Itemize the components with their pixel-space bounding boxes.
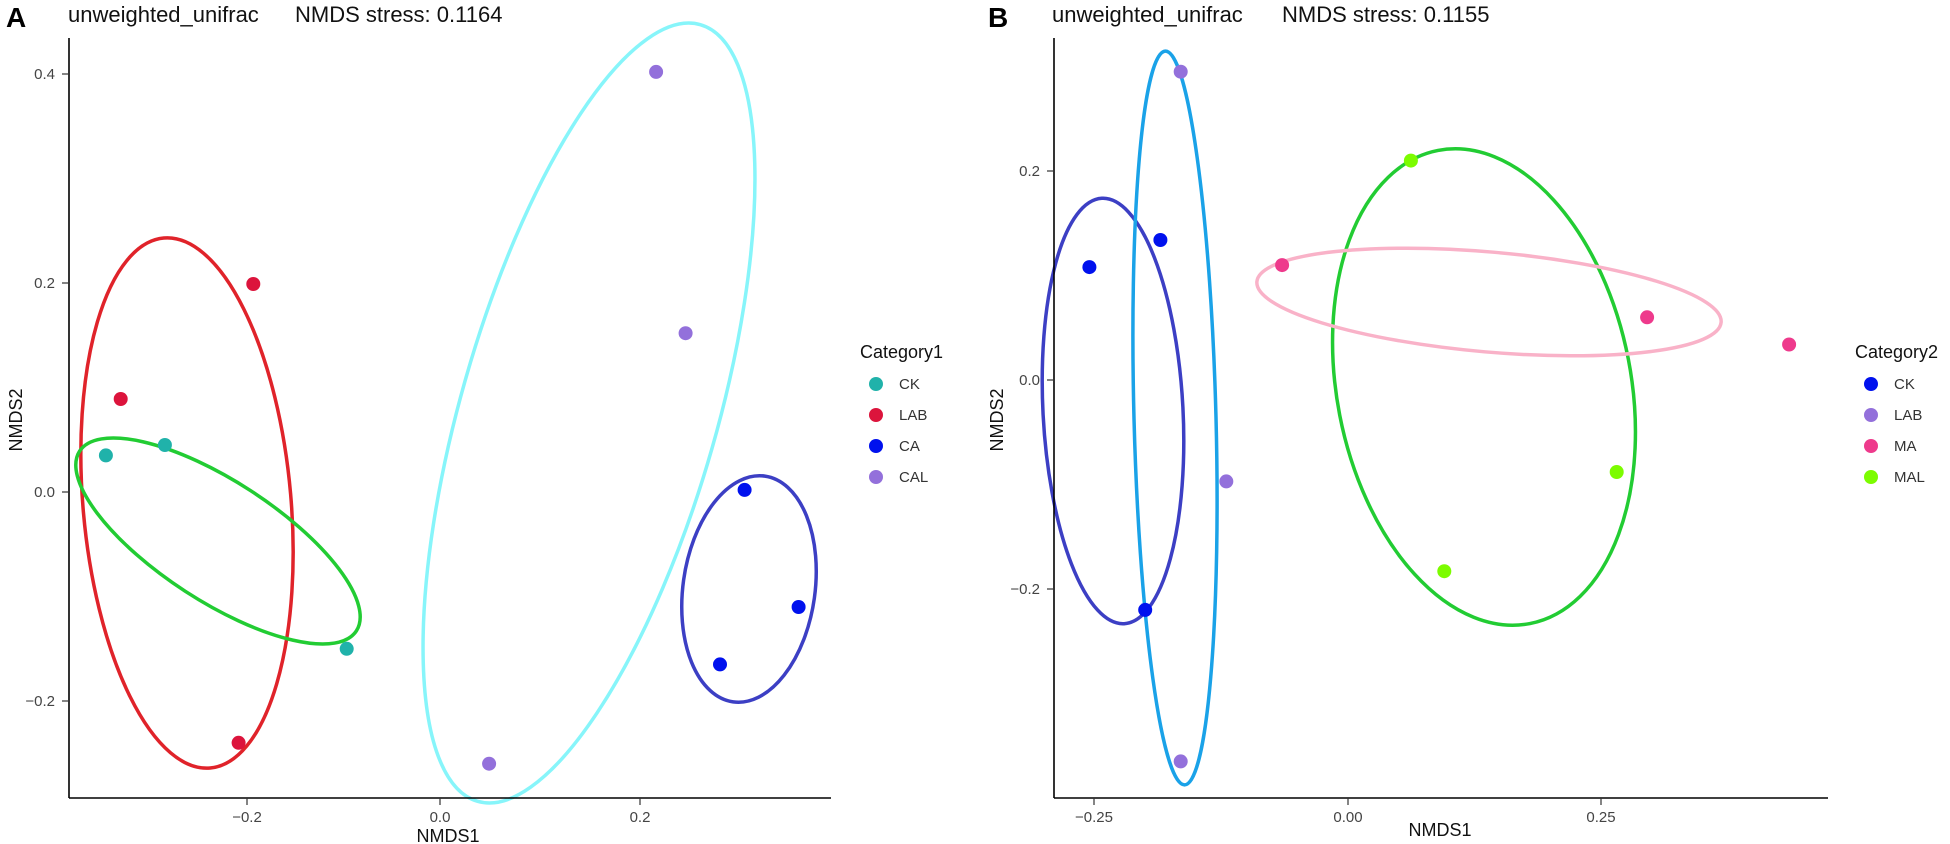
- legend-title: Category1: [860, 342, 943, 362]
- legend-key-mal: [1864, 470, 1878, 484]
- point-cal-3: [482, 756, 497, 771]
- point-ca-2: [791, 600, 806, 614]
- point-ck-3: [339, 641, 354, 656]
- y-tick-label: 0.2: [1019, 163, 1040, 180]
- x-tick-label: 0.2: [630, 809, 651, 826]
- point-ca-1: [737, 482, 752, 497]
- panel-letter-b: B: [988, 2, 1008, 33]
- panel-a-points: [98, 64, 806, 771]
- y-tick-label: 0.0: [34, 484, 55, 501]
- panel-b-x-title: NMDS1: [1408, 820, 1471, 840]
- legend-label-lab: LAB: [1894, 407, 1922, 424]
- point-lab-2: [246, 277, 261, 291]
- point-ca-3: [713, 657, 727, 672]
- panel-a-stress: NMDS stress: 0.1164: [295, 2, 502, 27]
- panel-b-points: [1082, 64, 1797, 769]
- legend-label-lab: LAB: [899, 407, 927, 424]
- point-ma-3: [1782, 337, 1797, 352]
- point-cal-1: [649, 64, 664, 79]
- point-lab-1: [113, 392, 128, 406]
- point-lab-3: [1173, 754, 1188, 769]
- panel-b-legend: Category2 CK LAB MA MAL: [1855, 342, 1938, 486]
- point-ma-2: [1640, 310, 1655, 325]
- x-tick-label: 0.0: [430, 809, 451, 826]
- y-tick-label: 0.0: [1019, 372, 1040, 389]
- point-ma-1: [1275, 258, 1290, 273]
- point-mal-2: [1609, 465, 1624, 479]
- ellipse-ma: [1255, 246, 1723, 358]
- point-ck-3: [1138, 602, 1153, 617]
- legend-key-lab: [1864, 408, 1878, 422]
- point-mal-1: [1403, 153, 1418, 168]
- ellipse-cal: [421, 21, 757, 805]
- ellipse-ca: [679, 473, 819, 705]
- ellipse-lab: [1131, 49, 1219, 787]
- ellipse-mal: [1330, 147, 1638, 627]
- x-tick-label: 0.00: [1333, 809, 1362, 826]
- legend-label-ma: MA: [1894, 438, 1917, 455]
- panel-b-title: unweighted_unifrac: [1052, 2, 1243, 27]
- x-tick-label: −0.2: [232, 809, 262, 826]
- x-tick-label: −0.25: [1075, 809, 1113, 826]
- panel-a-title: unweighted_unifrac: [68, 2, 259, 27]
- point-cal-2: [678, 326, 693, 341]
- panel-b-stress: NMDS stress: 0.1155: [1282, 2, 1489, 27]
- panel-a-y-title: NMDS2: [6, 388, 26, 451]
- legend-key-ma: [1864, 439, 1878, 453]
- point-ck-1: [98, 448, 113, 463]
- legend-key-lab: [869, 408, 883, 422]
- panel-b: B unweighted_unifrac NMDS stress: 0.1155…: [987, 2, 1938, 840]
- y-tick-label: 0.2: [34, 275, 55, 292]
- point-ck-2: [1153, 233, 1168, 247]
- panel-a-legend: Category1 CK LAB CA CAL: [860, 342, 943, 486]
- legend-label-ca: CA: [899, 438, 920, 455]
- legend-key-cal: [869, 470, 883, 484]
- x-tick-label: 0.25: [1586, 809, 1615, 826]
- point-mal-3: [1437, 564, 1452, 579]
- point-lab-3: [231, 735, 246, 750]
- panel-a-ticks: 0.4 0.2 0.0 −0.2 −0.2 0.0 0.2: [25, 66, 650, 826]
- legend-title: Category2: [1855, 342, 1938, 362]
- point-lab-2: [1219, 474, 1234, 489]
- point-ck-2: [157, 438, 172, 452]
- panel-a-ellipses: [74, 21, 819, 805]
- panel-a-x-title: NMDS1: [416, 826, 479, 844]
- y-tick-label: −0.2: [25, 693, 55, 710]
- y-tick-label: −0.2: [1010, 581, 1040, 598]
- legend-label-mal: MAL: [1894, 469, 1925, 486]
- point-ck-1: [1082, 260, 1097, 275]
- ellipse-ck: [1040, 196, 1186, 626]
- legend-label-ck: CK: [1894, 376, 1915, 393]
- legend-key-ck: [869, 377, 883, 391]
- point-lab-1: [1173, 64, 1188, 79]
- y-tick-label: 0.4: [34, 66, 55, 83]
- panel-a: A unweighted_unifrac NMDS stress: 0.1164…: [6, 2, 943, 844]
- panel-b-y-title: NMDS2: [987, 388, 1007, 451]
- legend-label-ck: CK: [899, 376, 920, 393]
- legend-key-ca: [869, 439, 883, 453]
- ellipse-lab: [79, 236, 295, 770]
- legend-key-ck: [1864, 377, 1878, 391]
- panel-b-ticks: 0.2 0.0 −0.2 −0.25 0.00 0.25: [1010, 163, 1615, 826]
- ellipse-ck: [74, 436, 362, 646]
- panel-b-ellipses: [1040, 49, 1723, 787]
- legend-label-cal: CAL: [899, 469, 928, 486]
- panel-letter-a: A: [6, 2, 26, 33]
